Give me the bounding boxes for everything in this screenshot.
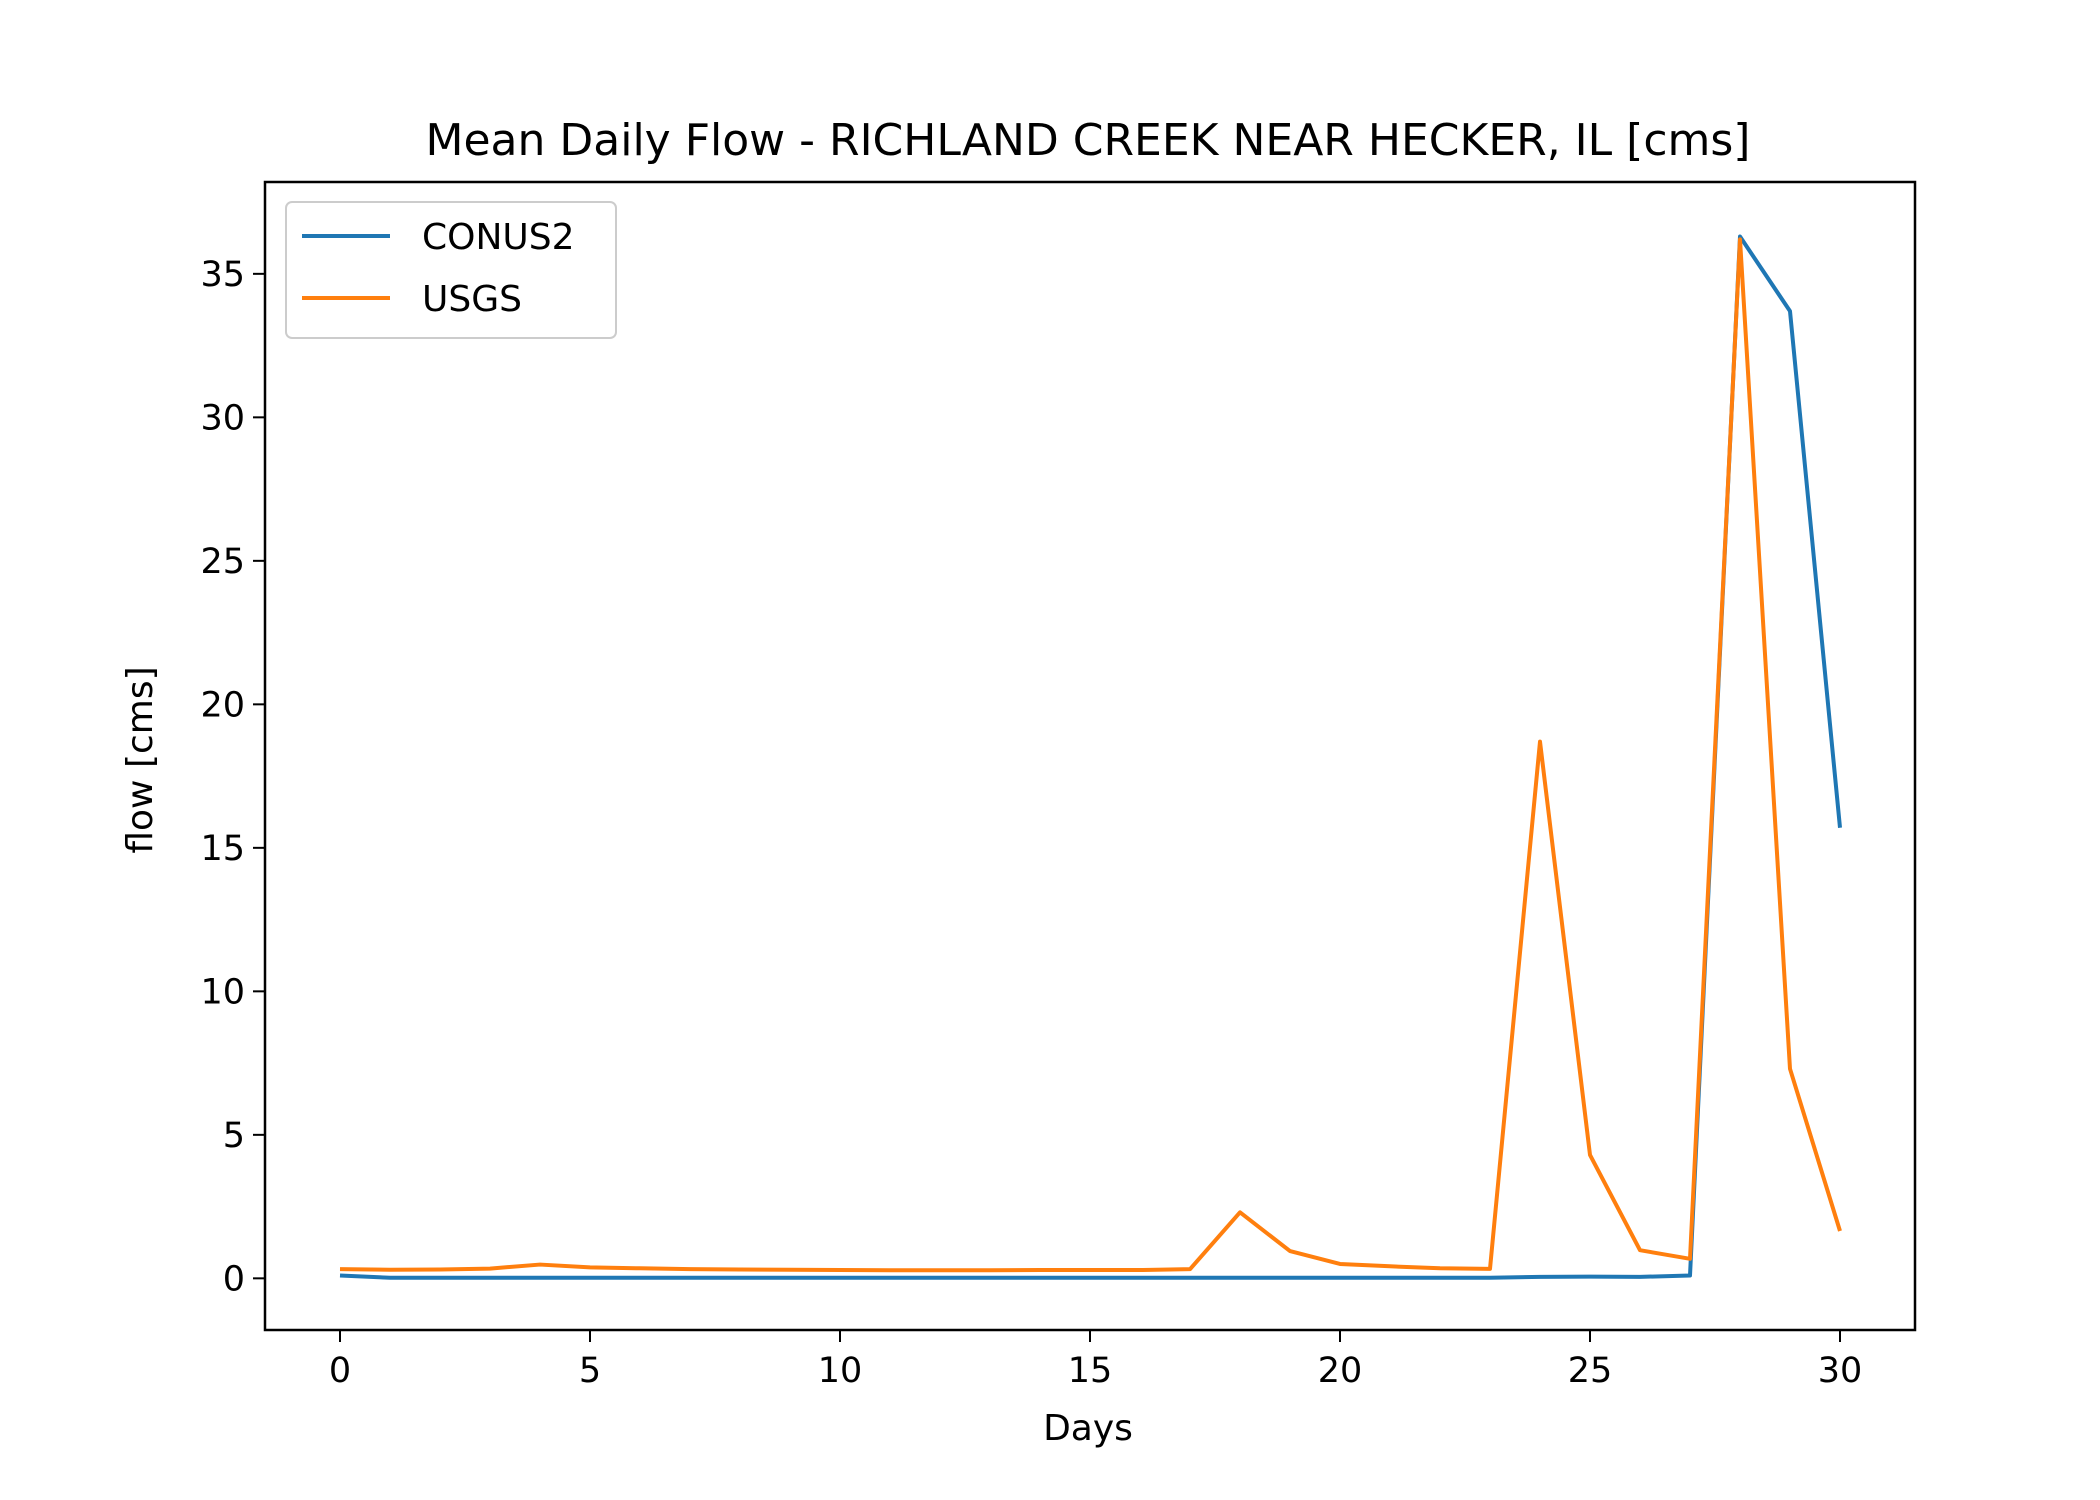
y-tick-label: 0 xyxy=(223,1259,245,1299)
x-tick-label: 25 xyxy=(1568,1351,1613,1391)
series-line-conus2 xyxy=(339,234,1842,1280)
y-axis-label: flow [cms] xyxy=(120,666,161,853)
y-tick-label: 10 xyxy=(200,972,245,1012)
legend-label-usgs: USGS xyxy=(422,279,522,320)
x-tick-label: 10 xyxy=(818,1351,863,1391)
x-tick-label: 30 xyxy=(1818,1351,1863,1391)
x-tick-label: 0 xyxy=(329,1351,351,1391)
x-axis-label: Days xyxy=(1043,1408,1133,1449)
y-tick-label: 5 xyxy=(223,1116,245,1156)
y-tick-label: 35 xyxy=(200,255,245,295)
x-tick-label: 5 xyxy=(579,1351,601,1391)
axes-ticks: 0 5 10 15 20 25 30 0 5 10 15 20 25 30 35 xyxy=(200,255,1862,1391)
chart-title: Mean Daily Flow - RICHLAND CREEK NEAR HE… xyxy=(426,115,1751,166)
x-tick-label: 20 xyxy=(1318,1351,1363,1391)
y-tick-label: 15 xyxy=(200,829,245,869)
legend-label-conus2: CONUS2 xyxy=(422,217,575,258)
y-tick-label: 30 xyxy=(200,398,245,438)
y-tick-label: 20 xyxy=(200,685,245,725)
x-tick-label: 15 xyxy=(1068,1351,1113,1391)
legend: CONUS2 USGS xyxy=(285,201,617,339)
series-line-usgs xyxy=(339,237,1842,1273)
y-tick-label: 25 xyxy=(200,542,245,582)
plot-area xyxy=(339,234,1842,1280)
